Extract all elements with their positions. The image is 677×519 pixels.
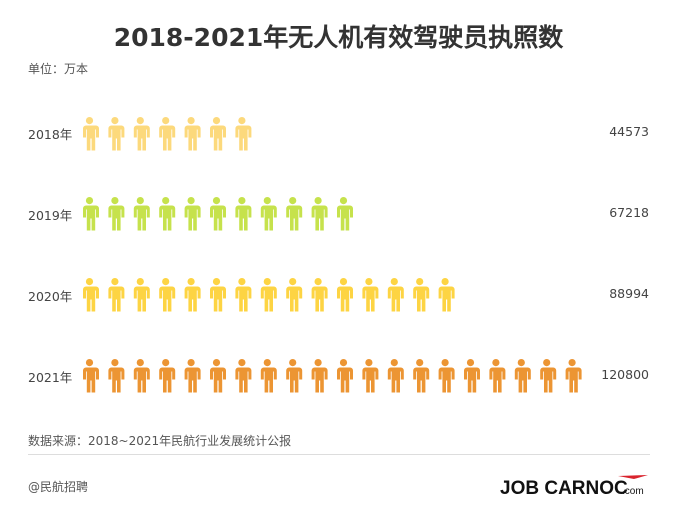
person-icon — [108, 359, 125, 393]
person-icon — [565, 359, 582, 393]
category-label: 2021年 — [28, 370, 73, 385]
person-icon — [133, 197, 150, 231]
person-icon — [235, 117, 252, 151]
person-icon — [108, 278, 125, 312]
person-icon — [235, 197, 252, 231]
person-icon — [311, 359, 328, 393]
person-icon — [108, 197, 125, 231]
person-icon — [159, 197, 176, 231]
person-icon — [413, 359, 430, 393]
person-icon — [260, 197, 277, 231]
divider — [28, 454, 650, 455]
person-icon — [438, 359, 455, 393]
person-icon — [184, 117, 201, 151]
person-icon — [311, 278, 328, 312]
category-label: 2019年 — [28, 208, 73, 223]
data-source: 数据来源：2018~2021年民航行业发展统计公报 — [28, 434, 292, 448]
category-label: 2020年 — [28, 289, 73, 304]
value-label: 67218 — [609, 205, 649, 220]
person-icon — [133, 359, 150, 393]
person-icon — [387, 359, 404, 393]
person-icon — [362, 359, 379, 393]
person-icon — [337, 359, 353, 393]
person-icon — [514, 359, 531, 393]
value-label: 44573 — [609, 124, 649, 139]
person-icon — [286, 359, 303, 393]
person-icon — [260, 278, 277, 312]
person-icon — [159, 278, 176, 312]
credit-text: @民航招聘 — [28, 480, 89, 494]
person-icon — [210, 117, 226, 151]
person-icon — [489, 359, 506, 393]
person-icon — [83, 117, 99, 151]
category-label: 2018年 — [28, 127, 73, 142]
person-icon — [210, 359, 226, 393]
person-icon — [464, 359, 480, 393]
person-icon — [540, 359, 557, 393]
person-icon — [210, 278, 226, 312]
unit-label: 单位：万本 — [28, 62, 89, 76]
jobcarnoc-logo: JOB CARNOC .com — [500, 475, 648, 499]
person-icon — [133, 117, 150, 151]
person-icon — [184, 197, 201, 231]
person-icon — [108, 117, 125, 151]
person-icon — [286, 278, 303, 312]
person-icon — [387, 278, 404, 312]
person-icon — [362, 278, 379, 312]
person-icon — [83, 278, 99, 312]
chart-title: 2018-2021年无人机有效驾驶员执照数 — [113, 23, 564, 52]
person-icon — [184, 359, 201, 393]
person-icon — [159, 117, 176, 151]
person-icon — [83, 197, 99, 231]
person-icon — [413, 278, 430, 312]
person-icon — [286, 197, 303, 231]
person-icon — [337, 278, 353, 312]
person-icon — [235, 278, 252, 312]
value-label: 120800 — [601, 367, 649, 382]
svg-text:JOB CARNOC: JOB CARNOC — [500, 478, 628, 499]
person-icon — [311, 197, 328, 231]
value-label: 88994 — [609, 286, 649, 301]
svg-text:.com: .com — [622, 486, 644, 497]
person-icon — [260, 359, 277, 393]
person-icon — [337, 197, 353, 231]
person-icon — [438, 278, 455, 312]
person-icon — [210, 197, 226, 231]
person-icon — [159, 359, 176, 393]
person-icon — [83, 359, 99, 393]
person-icon — [235, 359, 252, 393]
person-icon — [184, 278, 201, 312]
person-icon — [133, 278, 150, 312]
